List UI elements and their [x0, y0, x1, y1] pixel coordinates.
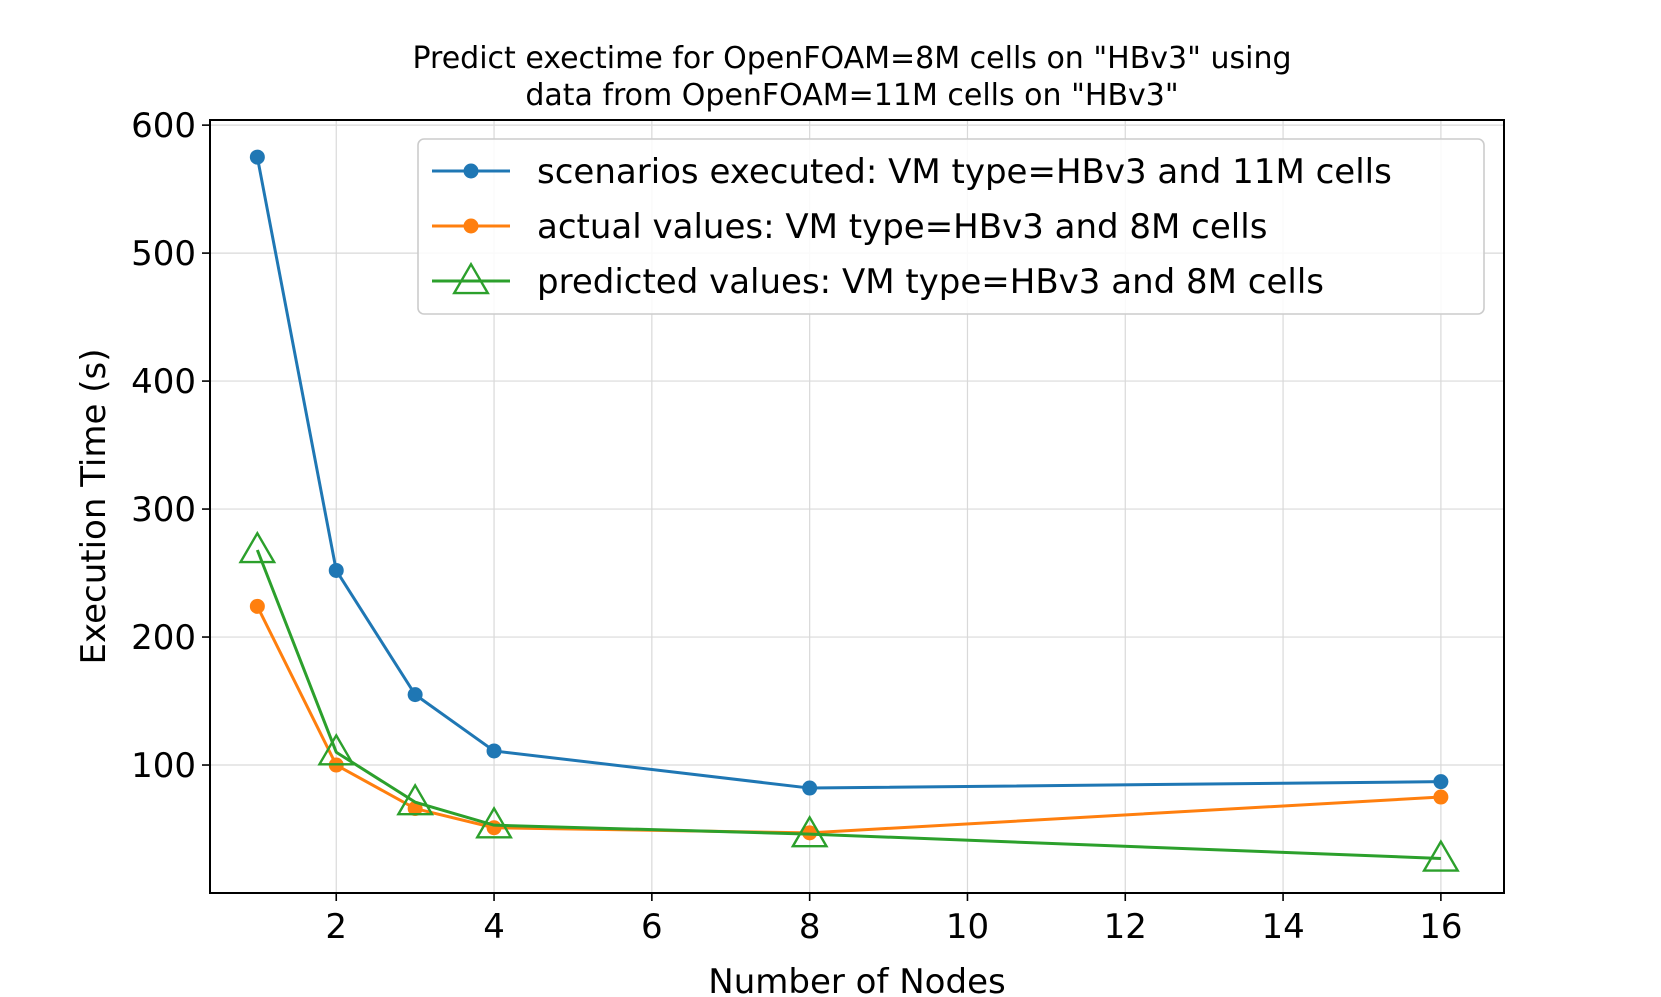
data-point: [238, 530, 277, 564]
x-tick-label: 4: [483, 907, 505, 947]
plot-frame: [209, 119, 1505, 894]
data-point: [475, 805, 513, 839]
data-point: [1433, 789, 1449, 805]
x-tick-label: 16: [1419, 907, 1462, 947]
data-point: [317, 733, 356, 766]
x-tick-label: 2: [325, 907, 347, 947]
y-tick-label: 300: [131, 490, 196, 530]
series-line: [255, 156, 1441, 790]
y-tick-label: 600: [131, 106, 196, 146]
legend-box: [417, 138, 1485, 315]
chart-title: Predict exectime for OpenFOAM=8M cells o…: [412, 41, 1291, 113]
data-point: [802, 780, 818, 796]
data-point: [328, 562, 344, 578]
y-tick-label: 100: [131, 746, 196, 786]
legend-item: scenarios executed: VM type=HBv3 and 11M…: [432, 152, 1392, 192]
x-tick-label: 10: [946, 907, 989, 947]
data-point: [249, 149, 265, 165]
x-tick-label: 6: [641, 907, 663, 947]
y-tick-label: 500: [131, 234, 196, 274]
data-point: [1421, 839, 1460, 872]
legend: scenarios executed: VM type=HBv3 and 11M…: [417, 138, 1485, 315]
legend-label: predicted values: VM type=HBv3 and 8M ce…: [537, 262, 1324, 302]
plot-series: [238, 149, 1460, 872]
legend-marker: [463, 163, 479, 179]
legend-label: actual values: VM type=HBv3 and 8M cells: [537, 207, 1267, 247]
data-point: [1433, 774, 1449, 790]
data-point: [249, 598, 265, 614]
series-line: [255, 549, 1441, 860]
data-point: [790, 814, 829, 848]
series-3: [238, 530, 1460, 872]
chart-title-line-1: Predict exectime for OpenFOAM=8M cells o…: [412, 41, 1291, 76]
axis-ticks: 2 4 6 8 10 12 14 16 100 200 300 400 500 600: [131, 106, 1462, 947]
series-2: [249, 598, 1449, 841]
data-point: [396, 782, 435, 816]
x-tick-label: 8: [799, 907, 821, 947]
x-axis-label: Number of Nodes: [708, 962, 1005, 997]
y-tick-label: 200: [131, 618, 196, 658]
data-point: [407, 687, 423, 703]
series-line: [255, 605, 1441, 835]
legend-item: actual values: VM type=HBv3 and 8M cells: [432, 207, 1267, 247]
x-tick-label: 12: [1104, 907, 1147, 947]
data-point: [486, 743, 502, 759]
legend-marker: [463, 218, 479, 234]
x-tick-label: 14: [1261, 907, 1304, 947]
chart-title-line-2: data from OpenFOAM=11M cells on "HBv3": [525, 78, 1178, 113]
series-1: [249, 149, 1449, 796]
legend-item: predicted values: VM type=HBv3 and 8M ce…: [432, 261, 1324, 302]
legend-marker: [452, 261, 490, 295]
y-axis-label: Execution Time (s): [74, 349, 114, 665]
legend-label: scenarios executed: VM type=HBv3 and 11M…: [537, 152, 1392, 192]
y-tick-label: 400: [131, 362, 196, 402]
